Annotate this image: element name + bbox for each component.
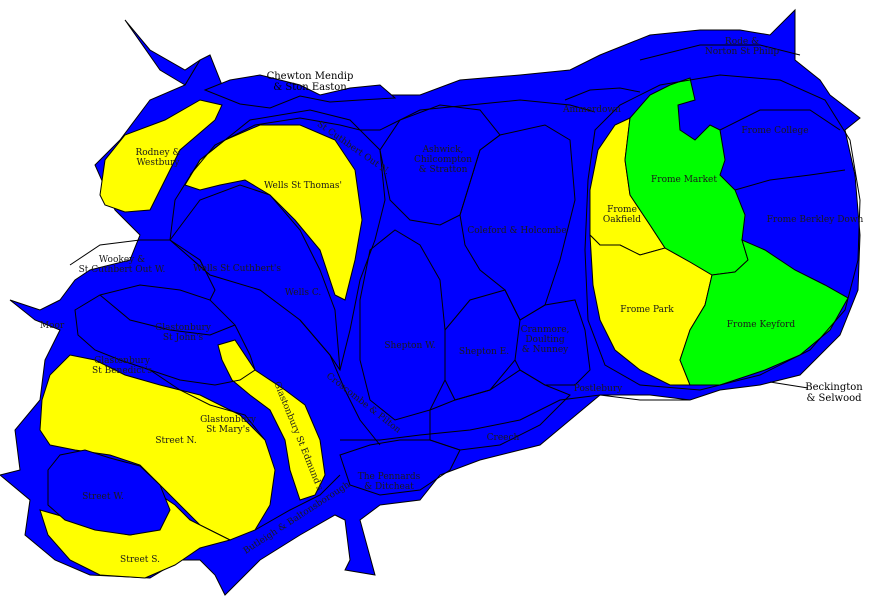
label-coleford: Coleford & Holcombe xyxy=(467,226,566,236)
ward-frome-market xyxy=(624,77,749,276)
label-wookey-l1: Wookey & xyxy=(99,255,145,265)
label-cranmore-l1: Cranmore, xyxy=(521,325,570,335)
label-ashwick-l1: Ashwick, xyxy=(422,145,464,155)
label-creech: Creech xyxy=(487,433,520,443)
ward-rodney-westbury xyxy=(99,99,223,213)
boundary-glastonbury xyxy=(74,284,256,386)
boundary-butleigh xyxy=(254,474,341,531)
ward-frome-keyford xyxy=(679,239,849,386)
boundary-glastonbury-st-marys xyxy=(149,369,266,441)
label-ashwick-l2: Chilcompton xyxy=(414,155,472,165)
boundary-ammerdown xyxy=(564,87,641,101)
boundary-glastonbury-st-johns xyxy=(99,294,236,336)
ward-street-w xyxy=(47,449,171,536)
label-street-w: Street W. xyxy=(82,492,124,502)
label-postlebury: Postlebury xyxy=(574,384,623,394)
label-cranmore-l3: & Nunney xyxy=(522,345,569,355)
independent-wards xyxy=(624,77,849,386)
ward-region-north xyxy=(203,74,397,109)
boundary-wells-outer xyxy=(169,109,386,372)
boundary-croscombe xyxy=(299,319,381,446)
boundary-pennards xyxy=(339,439,461,496)
boundary-shepton xyxy=(359,229,446,421)
boundary-frome-outer xyxy=(584,74,861,391)
label-rode-l2: Norton St Philip xyxy=(705,47,779,57)
label-glaston-mary-l2: St Mary's xyxy=(206,425,250,435)
boundary-frome-college xyxy=(719,109,841,131)
boundary-wells-st-cuthberts xyxy=(169,184,341,371)
boundary-berkley-down xyxy=(734,169,846,191)
label-rodney-l1: Rodney & xyxy=(135,148,180,158)
ward-region-spikes xyxy=(124,19,201,86)
label-street-s: Street S. xyxy=(120,555,160,565)
label-glaston-benedict-l1: Glastonbury xyxy=(94,356,151,366)
boundary-rode xyxy=(639,44,801,61)
label-frome-park: Frome Park xyxy=(620,305,674,315)
label-ammerdown: Ammerdown xyxy=(562,105,621,115)
label-moor: Moor xyxy=(40,321,65,331)
label-glaston-benedict-l2: St Benedict's xyxy=(92,366,152,376)
ward-boundaries xyxy=(69,44,861,531)
ward-glastonbury-st-edmunds xyxy=(217,339,326,501)
label-frome-college: Frome College xyxy=(741,126,808,136)
label-cranmore-l2: Doulting xyxy=(525,335,565,345)
label-pennards-l2: & Ditcheat xyxy=(364,482,414,492)
label-frome-oakfield-l1: Frome xyxy=(607,205,637,215)
label-rode-l1: Rode & xyxy=(725,37,759,47)
label-street-n: Street N. xyxy=(155,436,197,446)
beckington-leader-line xyxy=(769,381,809,389)
label-shepton-w: Shepton W. xyxy=(384,341,435,351)
label-shepton-e: Shepton E. xyxy=(459,347,509,357)
label-ashwick-l3: & Stratton xyxy=(419,165,468,175)
label-beckington-l1: Beckington xyxy=(805,382,863,393)
label-glaston-john-l1: Glastonbury xyxy=(155,323,212,333)
label-chewton-l2: & Ston Easton xyxy=(273,82,347,93)
label-wells-st-thomas: Wells St Thomas' xyxy=(264,181,342,191)
label-glaston-mary-l1: Glastonbury xyxy=(200,415,257,425)
label-rodney-l2: Westbury xyxy=(136,158,180,168)
label-frome-market: Frome Market xyxy=(651,175,717,185)
label-chewton-l1: Chewton Mendip xyxy=(267,71,354,82)
label-pennards-l1: The Pennards xyxy=(358,472,421,482)
conservative-wards xyxy=(39,99,713,579)
label-glaston-john-l2: St John's xyxy=(163,333,204,343)
boundary-wookey xyxy=(69,239,216,301)
boundary-inner-ring-1 xyxy=(189,99,596,176)
label-beckington-l2: & Selwood xyxy=(806,393,862,404)
label-wells-st-cuthberts: Wells St Cuthbert's xyxy=(193,264,281,274)
label-wookey-l2: St Cuthbert Out W. xyxy=(79,265,166,275)
boundary-ashwick xyxy=(379,104,501,226)
boundary-inner-ring-2 xyxy=(340,394,690,441)
label-wells-c: Wells C. xyxy=(285,288,322,298)
label-frome-berkley-down: Frome Berkley Down xyxy=(767,215,864,225)
ward-wells-st-thomas xyxy=(184,124,363,301)
label-frome-keyford: Frome Keyford xyxy=(727,320,796,330)
label-frome-oakfield-l2: Oakfield xyxy=(603,215,641,225)
